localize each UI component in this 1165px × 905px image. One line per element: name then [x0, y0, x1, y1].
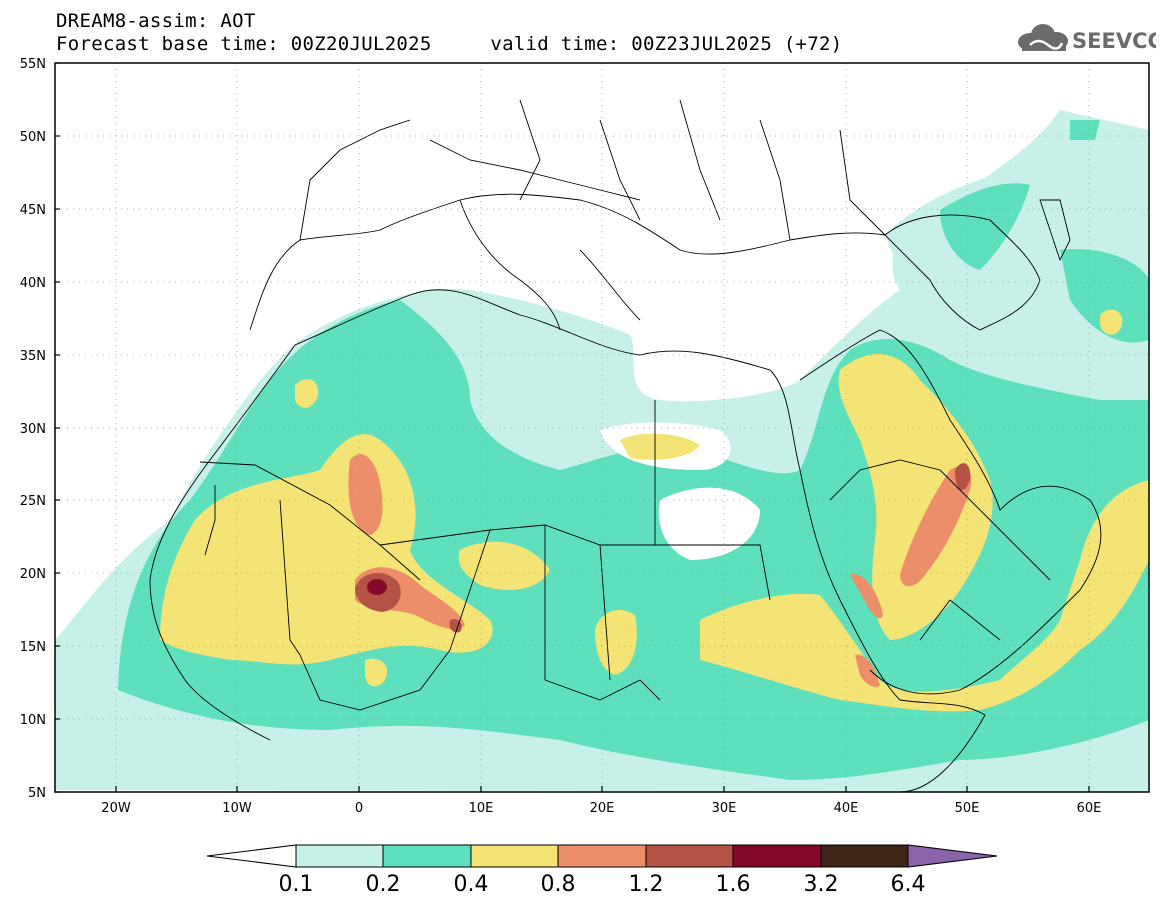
- colorbar-swatch-0.2: [382, 844, 472, 868]
- lat-label-30n: 30N: [20, 422, 46, 437]
- aot-band-0.8-red-sea: [850, 574, 883, 687]
- lon-label-30e: 30E: [712, 801, 737, 816]
- colorbar-label-1.2: 1.2: [629, 872, 664, 897]
- country-borders: [199, 400, 1051, 711]
- aot-contours: [55, 63, 1149, 792]
- lat-label-40n: 40N: [20, 276, 46, 291]
- lat-label-35n: 35N: [20, 349, 46, 364]
- colorbar-label-1.6: 1.6: [716, 872, 751, 897]
- colorbar-label-3.2: 3.2: [804, 872, 839, 897]
- arabia-coastline: [799, 329, 1102, 695]
- lon-axis: 20W 10W 0 10E 20E 30E 40E 50E 60E: [101, 786, 1101, 816]
- lon-label-40e: 40E: [834, 801, 859, 816]
- lon-label-10w: 10W: [222, 801, 252, 816]
- colorbar-swatch-3.2: [820, 844, 909, 868]
- colorbar-low-arrow: [206, 844, 297, 868]
- lon-label-20e: 20E: [590, 801, 615, 816]
- lat-axis: 55N 50N 45N 40N 35N 30N 25N 20N 15N 10N …: [20, 57, 60, 801]
- colorbar-label-0.1: 0.1: [279, 872, 314, 897]
- colorbar-swatch-0.8: [557, 844, 647, 868]
- seevccc-logo: SEEVCCC: [1018, 24, 1156, 53]
- map-title: DREAM8-assim: AOT: [56, 10, 256, 32]
- aot-band-0.2-caucasus: [940, 120, 1149, 343]
- aot-band-1.6: [367, 579, 387, 595]
- lat-label-15n: 15N: [20, 640, 46, 655]
- europe-borders: [299, 99, 886, 241]
- lon-label-50e: 50E: [955, 801, 980, 816]
- graticule: [55, 63, 1149, 792]
- lat-label-50n: 50N: [20, 130, 46, 145]
- colorbar-high-arrow: [907, 844, 998, 868]
- forecast-time-subtitle: Forecast base time: 00Z20JUL2025 valid t…: [56, 33, 843, 55]
- colorbar: 0.1 0.2 0.4 0.8 1.2 1.6 3.2 6.4: [206, 844, 998, 897]
- africa-coastline: [149, 289, 986, 792]
- lat-label-45n: 45N: [20, 203, 46, 218]
- aot-band-0.4-chad: [458, 541, 550, 590]
- colorbar-swatch-1.6: [732, 844, 822, 868]
- colorbar-label-0.2: 0.2: [366, 872, 401, 897]
- colorbar-swatch-0.4: [470, 844, 559, 868]
- lon-label-0: 0: [355, 801, 363, 816]
- lon-label-20w: 20W: [101, 801, 131, 816]
- aot-band-0.4-libya: [620, 433, 700, 460]
- lat-label-5n: 5N: [28, 786, 46, 801]
- lat-label-10n: 10N: [20, 713, 46, 728]
- colorbar-swatch-0.1: [295, 844, 384, 868]
- lon-label-60e: 60E: [1077, 801, 1102, 816]
- colorbar-label-0.4: 0.4: [454, 872, 489, 897]
- lon-label-10e: 10E: [469, 801, 494, 816]
- aot-clear-gap-egypt: [658, 487, 760, 560]
- aot-band-0.8-arabia: [900, 466, 972, 587]
- coastlines-borders: [149, 99, 1102, 792]
- colorbar-swatch-1.2: [645, 844, 734, 868]
- caspian-black-sea: [884, 199, 1071, 331]
- europe-coastline: [249, 193, 886, 331]
- lat-label-25n: 25N: [20, 494, 46, 509]
- aot-band-0.4-sudan: [595, 610, 637, 675]
- lat-label-55n: 55N: [20, 57, 46, 72]
- lat-label-20n: 20N: [20, 567, 46, 582]
- logo-text: SEEVCCC: [1072, 29, 1156, 53]
- colorbar-label-6.4: 6.4: [891, 872, 926, 897]
- aot-band-0.4-east: [700, 480, 1149, 712]
- cloud-icon: [1018, 24, 1068, 51]
- aot-band-0.8-mali: [348, 454, 383, 535]
- colorbar-label-0.8: 0.8: [541, 872, 576, 897]
